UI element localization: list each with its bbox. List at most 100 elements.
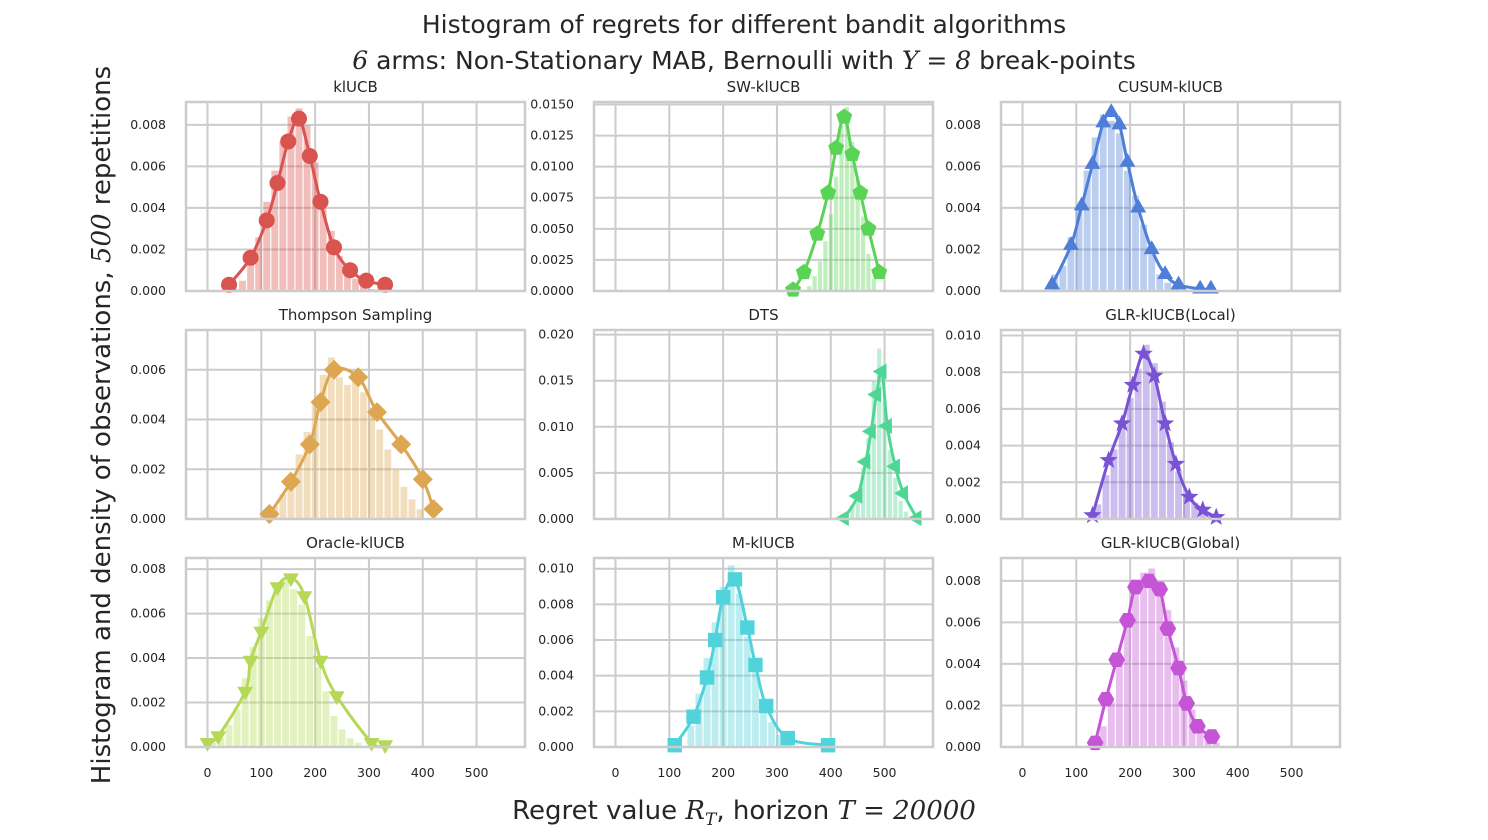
- histogram-bar: [751, 671, 760, 748]
- histogram-bar: [1147, 253, 1156, 292]
- density-marker: [758, 698, 774, 714]
- histogram-bar: [828, 213, 834, 292]
- upsilon-symbol: Υ: [901, 46, 919, 75]
- x-tick-label: 500: [873, 765, 897, 780]
- density-marker: [1207, 507, 1226, 525]
- y-tick-label: 0.000: [945, 283, 981, 298]
- histogram-bar: [1115, 132, 1124, 292]
- x-tick-label: 200: [1118, 765, 1142, 780]
- histogram-bar: [246, 263, 255, 292]
- histogram-bar: [1123, 170, 1132, 292]
- xlabel-regret-symbol: R: [685, 796, 705, 826]
- histogram-bar: [343, 384, 352, 520]
- density-marker: [377, 276, 394, 293]
- histogram-bar: [1107, 120, 1116, 292]
- histogram-bar: [416, 508, 424, 520]
- y-tick-label: 0.004: [945, 200, 981, 215]
- y-tick-label: 0.008: [130, 561, 166, 576]
- subplot-title: GLR-klUCB(Local): [1105, 306, 1235, 324]
- density-marker: [301, 148, 318, 164]
- density-marker: [1097, 692, 1115, 707]
- histogram-bar: [392, 469, 400, 520]
- y-tick-label: 0.008: [945, 573, 981, 588]
- y-tick-label: 0.000: [538, 739, 574, 754]
- histogram-bar: [817, 260, 823, 292]
- y-tick-label: 0.002: [538, 703, 574, 718]
- density-marker: [856, 453, 871, 470]
- density-marker: [296, 591, 313, 605]
- y-tick-label: 0.004: [130, 200, 166, 215]
- y-tick-label: 0.0000: [530, 283, 574, 298]
- x-axis-label: Regret value RT, horizon T = 20000: [0, 796, 1488, 830]
- histogram-bar: [812, 275, 818, 292]
- density-marker: [1156, 414, 1175, 432]
- histogram-bar: [1123, 626, 1132, 748]
- density-marker: [1112, 414, 1132, 432]
- y-tick-label: 0.010: [538, 561, 574, 576]
- subplot-frame: [592, 328, 935, 521]
- density-marker: [221, 276, 238, 293]
- y-tick-label: 0.000: [538, 511, 574, 526]
- subplot-frame: [999, 556, 1342, 749]
- xlabel-regret-subscript: T: [704, 810, 717, 831]
- subplot-sw-klucb: SW-klUCB 0.0000 0.0025 0.0050 0.0075 0.0100 0.…: [530, 78, 935, 298]
- density-marker: [269, 175, 286, 191]
- density-marker: [1130, 198, 1147, 213]
- density-marker: [242, 655, 259, 670]
- density-marker: [1063, 236, 1079, 250]
- density-marker: [852, 184, 869, 200]
- density-marker: [795, 263, 812, 280]
- density-marker: [1095, 113, 1112, 128]
- y-tick-label: 0.008: [538, 596, 574, 611]
- histogram-bar: [400, 486, 408, 520]
- subplot-title: Thompson Sampling: [278, 306, 432, 324]
- subplot-cusum-klucb: CUSUM-klUCB 0.000 0.002 0.004 0.006 0.008: [945, 78, 1342, 298]
- subplot-frame: [592, 556, 935, 749]
- y-tick-label: 0.006: [130, 158, 166, 173]
- figure-subtitle: 6 arms: Non-Stationary MAB, Bernoulli wi…: [0, 46, 1488, 76]
- y-tick-label: 0.004: [130, 650, 166, 665]
- x-tick-label: 400: [819, 765, 843, 780]
- density-marker: [269, 582, 286, 597]
- xlabel-mid: , horizon: [716, 796, 838, 826]
- subplot-frame: [592, 100, 935, 293]
- density-marker: [872, 363, 887, 380]
- density-marker: [1111, 115, 1128, 130]
- density-marker: [280, 133, 297, 150]
- density-marker: [199, 738, 216, 752]
- arms-count: 6: [352, 46, 369, 75]
- histogram-bar: [330, 715, 338, 748]
- density-marker: [748, 657, 763, 673]
- histogram-bar: [322, 691, 330, 748]
- density-marker: [785, 281, 802, 297]
- x-tick-label: 300: [1172, 765, 1196, 780]
- histogram-bar: [1142, 344, 1151, 520]
- density-marker: [325, 239, 342, 256]
- subplot-frame: [184, 556, 527, 749]
- y-tick-label: 0.0100: [530, 159, 574, 174]
- y-tick-label: 0.000: [130, 283, 166, 298]
- density-curve: [842, 369, 919, 519]
- density-marker: [740, 620, 755, 635]
- x-tick-label: 0: [612, 765, 620, 780]
- x-tick-label: 0: [204, 765, 212, 780]
- density-marker: [1170, 275, 1187, 290]
- histogram-bar: [265, 599, 274, 748]
- x-tick-label: 400: [1226, 765, 1250, 780]
- density-marker: [280, 471, 301, 492]
- histogram-bar: [871, 278, 877, 292]
- density-marker: [867, 386, 882, 403]
- density-marker: [423, 499, 444, 520]
- y-tick-label: 0.006: [945, 401, 981, 416]
- density-marker: [860, 220, 877, 236]
- figure-title: Histogram of regrets for different bandi…: [421, 10, 1067, 39]
- density-marker: [1119, 613, 1136, 628]
- density-marker: [391, 434, 412, 455]
- subplot-frame: [999, 100, 1342, 293]
- x-tick-label: 200: [303, 765, 327, 780]
- subplot-title: DTS: [748, 306, 778, 324]
- density-marker: [258, 212, 275, 229]
- histogram-bar: [346, 737, 354, 748]
- density-marker: [820, 184, 837, 200]
- density-marker: [242, 249, 259, 266]
